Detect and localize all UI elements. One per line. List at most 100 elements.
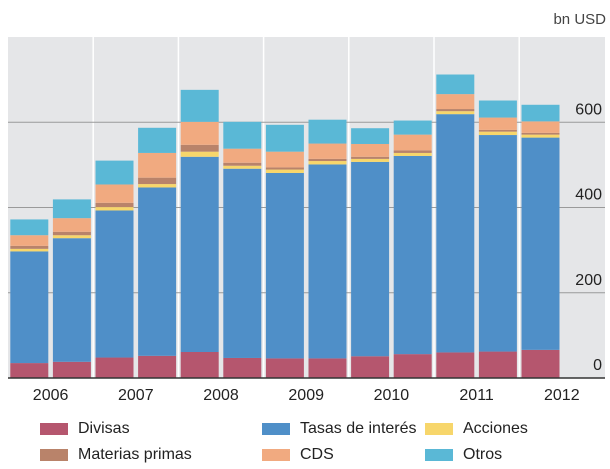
bar-segment bbox=[308, 358, 347, 378]
bar-segment bbox=[478, 129, 517, 132]
bar-segment bbox=[10, 363, 49, 378]
bar-segment bbox=[351, 356, 390, 378]
bar-segment bbox=[10, 235, 49, 246]
bar-segment bbox=[265, 124, 304, 152]
bar-segment bbox=[308, 143, 347, 159]
legend-swatch bbox=[40, 449, 68, 461]
y-tick-label: 0 bbox=[593, 357, 602, 374]
legend-label: Acciones bbox=[463, 420, 528, 437]
bar-segment bbox=[180, 144, 219, 152]
bar-segment bbox=[478, 100, 517, 118]
x-tick-label: 2011 bbox=[459, 387, 494, 404]
bar-segment bbox=[393, 120, 432, 135]
bar-segment bbox=[223, 168, 262, 358]
bar-segment bbox=[138, 355, 177, 378]
legend-swatch bbox=[262, 449, 290, 461]
bar-segment bbox=[138, 152, 177, 178]
bar-segment bbox=[52, 218, 91, 232]
bar-segment bbox=[223, 121, 262, 149]
bar-segment bbox=[52, 199, 91, 219]
bar-segment bbox=[180, 151, 219, 157]
x-tick-label: 2006 bbox=[33, 387, 69, 404]
bar-segment bbox=[478, 351, 517, 378]
bar-segment bbox=[95, 184, 134, 203]
legend-label: Materias primas bbox=[78, 446, 192, 463]
bar-segment bbox=[180, 121, 219, 145]
legend-label: Tasas de interés bbox=[300, 420, 417, 437]
bar-segment bbox=[52, 235, 91, 239]
bar-segment bbox=[436, 74, 475, 95]
bar-segment bbox=[138, 184, 177, 188]
bar-segment bbox=[393, 150, 432, 153]
bar-segment bbox=[223, 357, 262, 378]
unit-label: bn USD bbox=[553, 11, 606, 28]
bar-segment bbox=[10, 245, 49, 249]
bar-segment bbox=[223, 148, 262, 163]
bar-segment bbox=[265, 358, 304, 378]
bar-segment bbox=[436, 109, 475, 112]
bar-segment bbox=[478, 117, 517, 130]
bar-segment bbox=[351, 143, 390, 157]
bar-segment bbox=[95, 210, 134, 358]
x-tick-label: 2012 bbox=[544, 387, 580, 404]
bar-segment bbox=[521, 104, 560, 122]
bar-segment bbox=[52, 361, 91, 378]
bar-segment bbox=[223, 162, 262, 166]
bar-segment bbox=[478, 135, 517, 352]
bar-segment bbox=[95, 357, 134, 378]
legend-label: Otros bbox=[463, 446, 502, 463]
bar-segment bbox=[521, 349, 560, 378]
bar-segment bbox=[10, 251, 49, 364]
legend-swatch bbox=[40, 423, 68, 435]
bar-segment bbox=[351, 161, 390, 357]
legend-swatch bbox=[262, 423, 290, 435]
bar-segment bbox=[308, 164, 347, 359]
bar-segment bbox=[351, 158, 390, 162]
bar-segment bbox=[180, 351, 219, 378]
bar-segment bbox=[436, 114, 475, 353]
bar-segment bbox=[393, 134, 432, 151]
bar-segment bbox=[521, 121, 560, 133]
x-tick-label: 2009 bbox=[288, 387, 324, 404]
bar-segment bbox=[138, 187, 177, 356]
bar-segment bbox=[180, 89, 219, 122]
legend-swatch bbox=[425, 449, 453, 461]
bar-segment bbox=[393, 354, 432, 378]
bar-segment bbox=[351, 156, 390, 159]
bar-segment bbox=[223, 165, 262, 169]
bar-segment bbox=[308, 161, 347, 165]
bar-segment bbox=[308, 158, 347, 162]
legend-label: CDS bbox=[300, 446, 334, 463]
bar-segment bbox=[95, 160, 134, 185]
bar-segment bbox=[393, 155, 432, 355]
bar-segment bbox=[10, 219, 49, 236]
bar-segment bbox=[436, 352, 475, 378]
x-tick-label: 2010 bbox=[374, 387, 410, 404]
y-tick-label: 400 bbox=[575, 187, 602, 204]
bar-segment bbox=[265, 167, 304, 170]
x-tick-label: 2007 bbox=[118, 387, 154, 404]
bar-segment bbox=[393, 152, 432, 156]
bar-segment bbox=[351, 128, 390, 144]
legend-label: Divisas bbox=[78, 420, 130, 437]
bar-segment bbox=[95, 202, 134, 208]
bar-segment bbox=[10, 248, 49, 252]
bar-segment bbox=[52, 231, 91, 236]
bar-segment bbox=[138, 127, 177, 153]
bar-segment bbox=[308, 119, 347, 144]
bar-segment bbox=[436, 94, 475, 110]
bar-segment bbox=[478, 131, 517, 136]
legend-swatch bbox=[425, 423, 453, 435]
bar-segment bbox=[521, 137, 560, 350]
bar-segment bbox=[521, 134, 560, 138]
bar-segment bbox=[521, 132, 560, 135]
bar-segment bbox=[95, 207, 134, 211]
y-tick-label: 600 bbox=[575, 101, 602, 118]
x-tick-label: 2008 bbox=[203, 387, 239, 404]
bar-segment bbox=[138, 177, 177, 185]
bar-segment bbox=[436, 111, 475, 115]
bar-segment bbox=[265, 169, 304, 173]
bar-segment bbox=[180, 156, 219, 352]
bar-segment bbox=[265, 172, 304, 359]
